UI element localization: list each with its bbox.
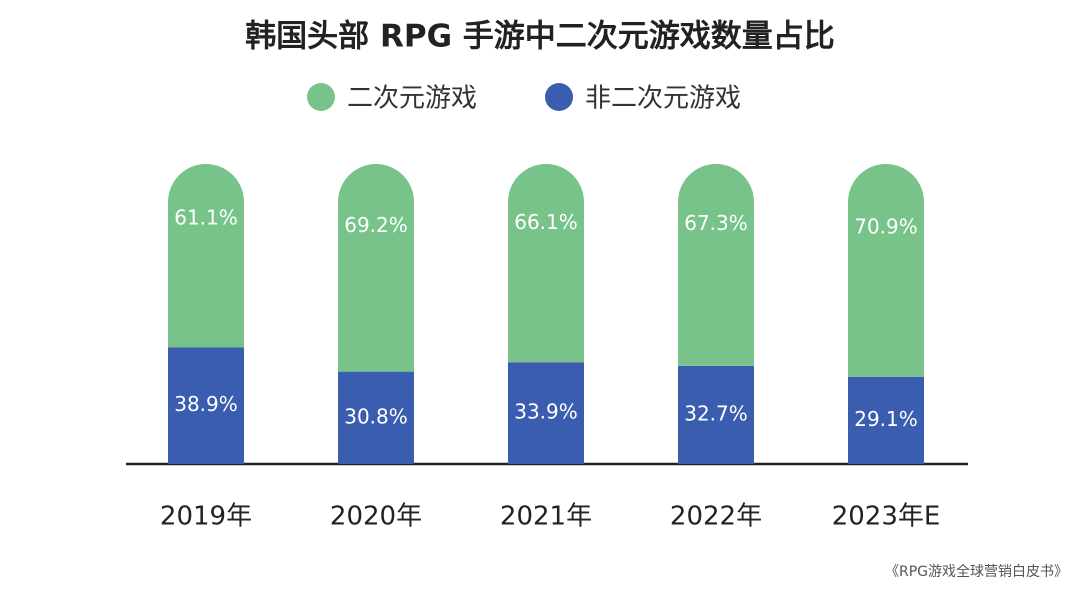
value-label: 61.1% <box>174 205 238 229</box>
x-tick-label: 2022年 <box>670 502 762 532</box>
legend-label: 二次元游戏 <box>347 84 477 114</box>
legend-swatch <box>545 83 573 111</box>
source-note: 《RPG游戏全球营销白皮书》 <box>885 563 1068 580</box>
bar-segment <box>338 164 414 372</box>
x-tick-label: 2021年 <box>500 502 592 532</box>
value-label: 32.7% <box>684 401 748 425</box>
bar-segment <box>678 365 754 464</box>
bar-segment <box>508 164 584 363</box>
bar-segment <box>168 164 244 348</box>
value-label: 30.8% <box>344 404 408 428</box>
bar-segment <box>848 164 924 377</box>
bar-segment <box>848 376 924 464</box>
value-label: 70.9% <box>854 214 918 238</box>
x-tick-label: 2019年 <box>160 502 252 532</box>
bar-segment <box>678 164 754 366</box>
chart-title: 韩国头部 RPG 手游中二次元游戏数量占比 <box>245 19 835 55</box>
value-label: 69.2% <box>344 213 408 237</box>
x-tick-label: 2023年E <box>832 502 941 532</box>
bar-segment <box>508 362 584 464</box>
legend-swatch <box>307 83 335 111</box>
x-tick-label: 2020年 <box>330 502 422 532</box>
bar-segment <box>168 347 244 464</box>
value-label: 38.9% <box>174 392 238 416</box>
value-label: 29.1% <box>854 407 918 431</box>
value-label: 33.9% <box>514 400 578 424</box>
value-label: 66.1% <box>514 210 578 234</box>
value-label: 67.3% <box>684 211 748 235</box>
bar-segment <box>338 371 414 464</box>
legend-label: 非二次元游戏 <box>585 84 741 114</box>
